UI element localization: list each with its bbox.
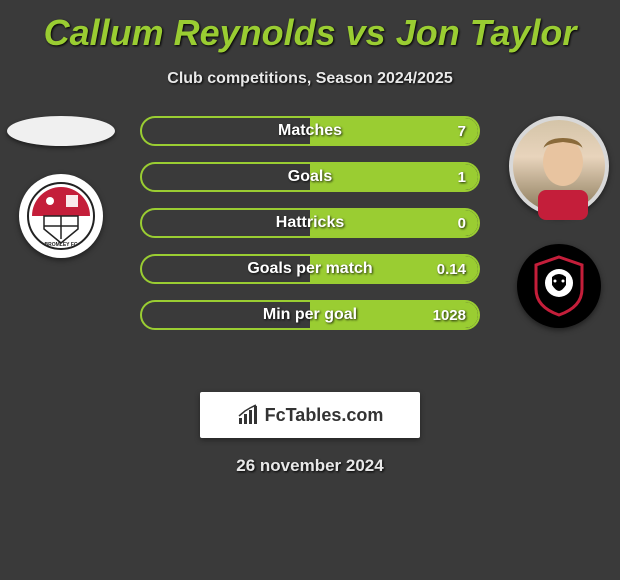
stat-label: Min per goal	[263, 306, 357, 324]
brand-box[interactable]: FcTables.com	[200, 392, 420, 438]
stat-bar: Min per goal 1028	[140, 300, 480, 330]
svg-text:BROMLEY FC: BROMLEY FC	[45, 242, 78, 248]
stat-bars: Matches 7 Goals 1 Hattricks 0 Goals per match 0…	[140, 116, 480, 330]
stat-label: Goals	[288, 168, 332, 186]
right-club-badge	[517, 244, 601, 328]
stat-bar: Hattricks 0	[140, 208, 480, 238]
comparison-panel: BROMLEY FC Matches 7 Goals 1 Hattricks 0 Goals…	[0, 116, 620, 376]
chart-icon	[237, 404, 259, 426]
page-subtitle: Club competitions, Season 2024/2025	[0, 70, 620, 88]
stat-value-right: 1	[458, 169, 466, 186]
left-club-badge: BROMLEY FC	[19, 174, 103, 258]
shield-icon: BROMLEY FC	[26, 181, 96, 251]
stat-label: Hattricks	[276, 214, 344, 232]
right-player-column	[504, 116, 614, 328]
lion-shield-icon	[524, 251, 594, 321]
stat-value-right: 0.14	[437, 261, 466, 278]
stat-value-right: 0	[458, 215, 466, 232]
left-player-avatar	[7, 116, 115, 146]
right-player-avatar	[509, 116, 609, 216]
bar-fill-right	[310, 164, 478, 190]
stat-value-right: 1028	[433, 307, 466, 324]
brand-label: FcTables.com	[265, 405, 384, 426]
stat-label: Matches	[278, 122, 342, 140]
stat-value-right: 7	[458, 123, 466, 140]
stat-bar: Matches 7	[140, 116, 480, 146]
page-title: Callum Reynolds vs Jon Taylor	[0, 0, 620, 54]
stat-bar: Goals 1	[140, 162, 480, 192]
person-icon	[513, 120, 613, 220]
stat-label: Goals per match	[247, 260, 372, 278]
date-label: 26 november 2024	[0, 456, 620, 476]
stat-bar: Goals per match 0.14	[140, 254, 480, 284]
left-player-column: BROMLEY FC	[6, 116, 116, 258]
